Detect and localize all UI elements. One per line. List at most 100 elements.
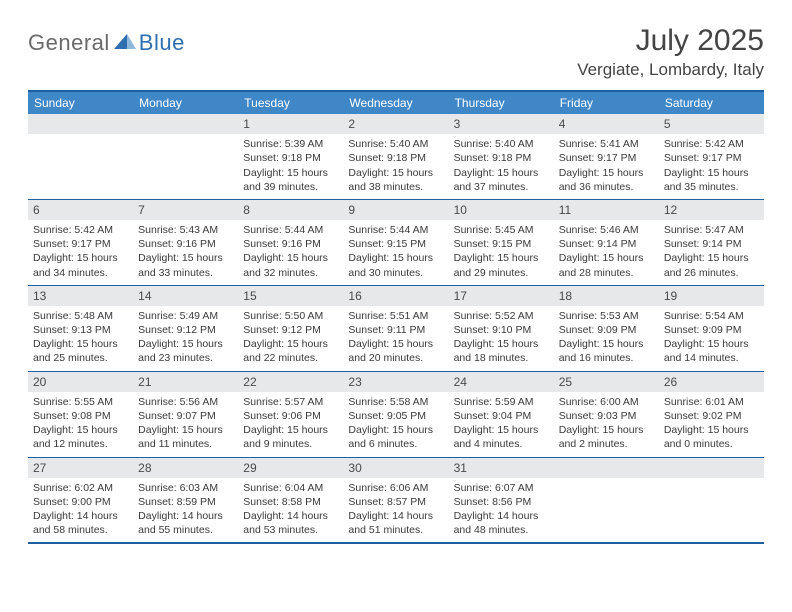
day-body: Sunrise: 5:44 AMSunset: 9:15 PMDaylight:…	[343, 220, 448, 285]
daylight-line: Daylight: 15 hours and 2 minutes.	[559, 423, 654, 451]
sunrise-line: Sunrise: 5:59 AM	[454, 395, 549, 409]
day-number: 2	[343, 114, 448, 134]
daylight-line: Daylight: 15 hours and 4 minutes.	[454, 423, 549, 451]
dow-header: Thursday	[449, 92, 554, 114]
day-cell	[554, 458, 659, 543]
day-body: Sunrise: 5:46 AMSunset: 9:14 PMDaylight:…	[554, 220, 659, 285]
day-cell: 4Sunrise: 5:41 AMSunset: 9:17 PMDaylight…	[554, 114, 659, 199]
day-body: Sunrise: 5:45 AMSunset: 9:15 PMDaylight:…	[449, 220, 554, 285]
day-cell: 14Sunrise: 5:49 AMSunset: 9:12 PMDayligh…	[133, 286, 238, 371]
sunset-line: Sunset: 9:18 PM	[243, 151, 338, 165]
daylight-line: Daylight: 15 hours and 36 minutes.	[559, 166, 654, 194]
sunrise-line: Sunrise: 5:53 AM	[559, 309, 654, 323]
day-body: Sunrise: 5:53 AMSunset: 9:09 PMDaylight:…	[554, 306, 659, 371]
daylight-line: Daylight: 15 hours and 0 minutes.	[664, 423, 759, 451]
day-body: Sunrise: 5:43 AMSunset: 9:16 PMDaylight:…	[133, 220, 238, 285]
daylight-line: Daylight: 15 hours and 6 minutes.	[348, 423, 443, 451]
day-cell: 23Sunrise: 5:58 AMSunset: 9:05 PMDayligh…	[343, 372, 448, 457]
day-body: Sunrise: 6:02 AMSunset: 9:00 PMDaylight:…	[28, 478, 133, 543]
sunrise-line: Sunrise: 5:55 AM	[33, 395, 128, 409]
day-cell: 12Sunrise: 5:47 AMSunset: 9:14 PMDayligh…	[659, 200, 764, 285]
sunset-line: Sunset: 9:05 PM	[348, 409, 443, 423]
day-body: Sunrise: 6:04 AMSunset: 8:58 PMDaylight:…	[238, 478, 343, 543]
sunset-line: Sunset: 9:16 PM	[138, 237, 233, 251]
sunrise-line: Sunrise: 6:00 AM	[559, 395, 654, 409]
daylight-line: Daylight: 15 hours and 32 minutes.	[243, 251, 338, 279]
week-row: 1Sunrise: 5:39 AMSunset: 9:18 PMDaylight…	[28, 114, 764, 199]
day-cell: 25Sunrise: 6:00 AMSunset: 9:03 PMDayligh…	[554, 372, 659, 457]
sunrise-line: Sunrise: 6:06 AM	[348, 481, 443, 495]
week-row: 27Sunrise: 6:02 AMSunset: 9:00 PMDayligh…	[28, 457, 764, 543]
sunset-line: Sunset: 9:02 PM	[664, 409, 759, 423]
day-cell: 26Sunrise: 6:01 AMSunset: 9:02 PMDayligh…	[659, 372, 764, 457]
sunrise-line: Sunrise: 6:07 AM	[454, 481, 549, 495]
sunrise-line: Sunrise: 5:52 AM	[454, 309, 549, 323]
day-number: 27	[28, 458, 133, 478]
daylight-line: Daylight: 15 hours and 20 minutes.	[348, 337, 443, 365]
sunset-line: Sunset: 9:18 PM	[454, 151, 549, 165]
dow-header: Saturday	[659, 92, 764, 114]
day-body: Sunrise: 5:42 AMSunset: 9:17 PMDaylight:…	[28, 220, 133, 285]
day-cell: 10Sunrise: 5:45 AMSunset: 9:15 PMDayligh…	[449, 200, 554, 285]
sunset-line: Sunset: 9:09 PM	[664, 323, 759, 337]
month-title: July 2025	[577, 24, 764, 58]
day-body: Sunrise: 5:40 AMSunset: 9:18 PMDaylight:…	[343, 134, 448, 199]
day-number: 16	[343, 286, 448, 306]
day-cell	[133, 114, 238, 199]
sunrise-line: Sunrise: 5:58 AM	[348, 395, 443, 409]
daylight-line: Daylight: 15 hours and 25 minutes.	[33, 337, 128, 365]
day-body: Sunrise: 5:44 AMSunset: 9:16 PMDaylight:…	[238, 220, 343, 285]
logo: General Blue	[28, 24, 185, 56]
day-cell: 27Sunrise: 6:02 AMSunset: 9:00 PMDayligh…	[28, 458, 133, 543]
sunrise-line: Sunrise: 5:50 AM	[243, 309, 338, 323]
sunrise-line: Sunrise: 5:39 AM	[243, 137, 338, 151]
day-cell: 30Sunrise: 6:06 AMSunset: 8:57 PMDayligh…	[343, 458, 448, 543]
sunset-line: Sunset: 9:15 PM	[454, 237, 549, 251]
daylight-line: Daylight: 15 hours and 30 minutes.	[348, 251, 443, 279]
sunset-line: Sunset: 9:17 PM	[33, 237, 128, 251]
day-number: 30	[343, 458, 448, 478]
day-body: Sunrise: 5:42 AMSunset: 9:17 PMDaylight:…	[659, 134, 764, 199]
day-body	[133, 134, 238, 142]
day-body: Sunrise: 5:57 AMSunset: 9:06 PMDaylight:…	[238, 392, 343, 457]
sunset-line: Sunset: 9:09 PM	[559, 323, 654, 337]
day-number: 13	[28, 286, 133, 306]
sunrise-line: Sunrise: 5:40 AM	[348, 137, 443, 151]
day-cell: 3Sunrise: 5:40 AMSunset: 9:18 PMDaylight…	[449, 114, 554, 199]
day-cell: 17Sunrise: 5:52 AMSunset: 9:10 PMDayligh…	[449, 286, 554, 371]
sunrise-line: Sunrise: 6:02 AM	[33, 481, 128, 495]
daylight-line: Daylight: 14 hours and 53 minutes.	[243, 509, 338, 537]
sunset-line: Sunset: 9:07 PM	[138, 409, 233, 423]
day-body: Sunrise: 5:41 AMSunset: 9:17 PMDaylight:…	[554, 134, 659, 199]
daylight-line: Daylight: 14 hours and 48 minutes.	[454, 509, 549, 537]
day-cell: 15Sunrise: 5:50 AMSunset: 9:12 PMDayligh…	[238, 286, 343, 371]
day-body: Sunrise: 5:47 AMSunset: 9:14 PMDaylight:…	[659, 220, 764, 285]
sunset-line: Sunset: 9:14 PM	[559, 237, 654, 251]
day-body: Sunrise: 5:52 AMSunset: 9:10 PMDaylight:…	[449, 306, 554, 371]
day-cell: 29Sunrise: 6:04 AMSunset: 8:58 PMDayligh…	[238, 458, 343, 543]
day-cell: 1Sunrise: 5:39 AMSunset: 9:18 PMDaylight…	[238, 114, 343, 199]
day-cell: 16Sunrise: 5:51 AMSunset: 9:11 PMDayligh…	[343, 286, 448, 371]
sunrise-line: Sunrise: 6:03 AM	[138, 481, 233, 495]
header: General Blue July 2025 Vergiate, Lombard…	[28, 24, 764, 80]
logo-text-general: General	[28, 30, 110, 56]
calendar-page: General Blue July 2025 Vergiate, Lombard…	[0, 0, 792, 554]
day-number: 20	[28, 372, 133, 392]
sunset-line: Sunset: 9:12 PM	[243, 323, 338, 337]
day-body	[28, 134, 133, 142]
day-cell: 5Sunrise: 5:42 AMSunset: 9:17 PMDaylight…	[659, 114, 764, 199]
sunset-line: Sunset: 9:15 PM	[348, 237, 443, 251]
day-number: 24	[449, 372, 554, 392]
sunrise-line: Sunrise: 5:44 AM	[243, 223, 338, 237]
sunrise-line: Sunrise: 6:01 AM	[664, 395, 759, 409]
sunrise-line: Sunrise: 5:47 AM	[664, 223, 759, 237]
sunrise-line: Sunrise: 5:57 AM	[243, 395, 338, 409]
week-row: 20Sunrise: 5:55 AMSunset: 9:08 PMDayligh…	[28, 371, 764, 457]
dow-header: Tuesday	[238, 92, 343, 114]
sunset-line: Sunset: 9:18 PM	[348, 151, 443, 165]
day-number: 9	[343, 200, 448, 220]
day-number: 25	[554, 372, 659, 392]
sunrise-line: Sunrise: 5:54 AM	[664, 309, 759, 323]
day-body: Sunrise: 5:39 AMSunset: 9:18 PMDaylight:…	[238, 134, 343, 199]
day-number: 5	[659, 114, 764, 134]
